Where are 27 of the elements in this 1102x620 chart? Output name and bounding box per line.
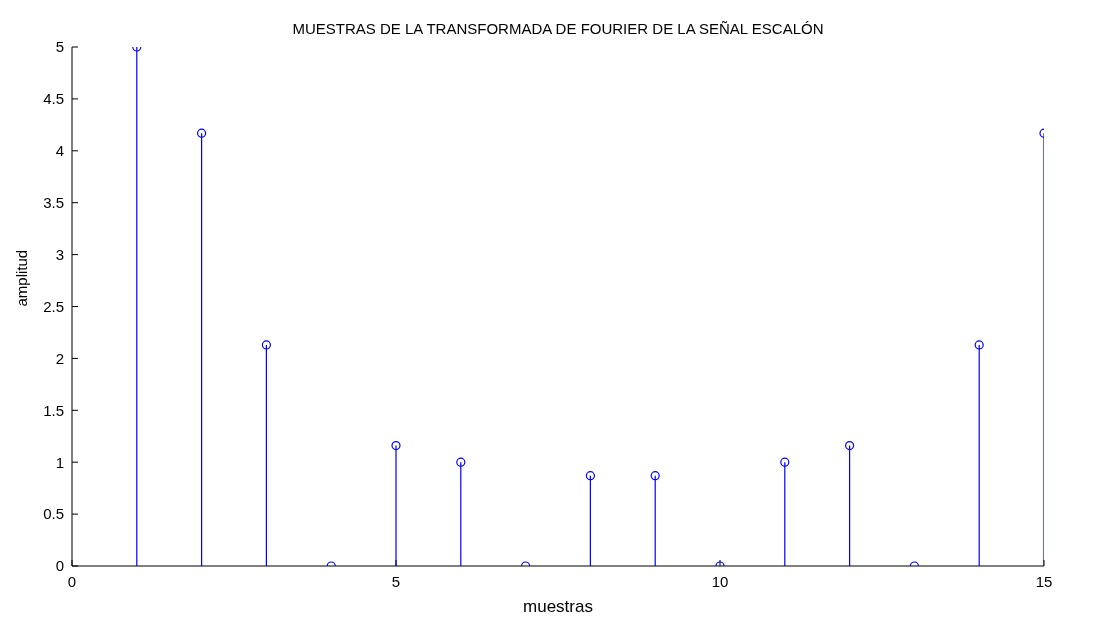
point bbox=[456, 457, 466, 467]
y-tick-label: 0 bbox=[55, 557, 64, 575]
point bbox=[650, 471, 660, 481]
y-tick-label: 1.5 bbox=[43, 401, 64, 419]
point bbox=[780, 457, 790, 467]
chart-title: MUESTRAS DE LA TRANSFORMADA DE FOURIER DE LA SEÑAL ESCALÓN bbox=[291, 20, 825, 37]
y-tick-label: 3 bbox=[55, 245, 64, 263]
x-tick-label: 10 bbox=[711, 572, 729, 590]
y-tick-label: 4 bbox=[55, 142, 64, 160]
y-tick-label: 1 bbox=[55, 453, 64, 471]
y-tick-label: 3.5 bbox=[43, 194, 64, 212]
point bbox=[391, 440, 401, 451]
x-tick-label: 0 bbox=[67, 572, 77, 590]
y-tick-label: 4.5 bbox=[43, 90, 64, 108]
y-tick-label: 2 bbox=[55, 349, 64, 367]
y-tick-label: 2.5 bbox=[43, 297, 64, 315]
point bbox=[974, 340, 984, 350]
y-tick-label: 0.5 bbox=[43, 505, 64, 523]
point bbox=[261, 340, 271, 350]
point bbox=[845, 440, 855, 451]
x-tick-label: 5 bbox=[391, 572, 401, 590]
y-axis-title: amplitud bbox=[13, 249, 31, 307]
y-tick-label: 5 bbox=[55, 38, 64, 56]
x-tick-label: 15 bbox=[1035, 572, 1053, 590]
x-axis-title: muestras bbox=[523, 597, 593, 616]
point bbox=[585, 471, 595, 481]
point bbox=[197, 128, 207, 138]
